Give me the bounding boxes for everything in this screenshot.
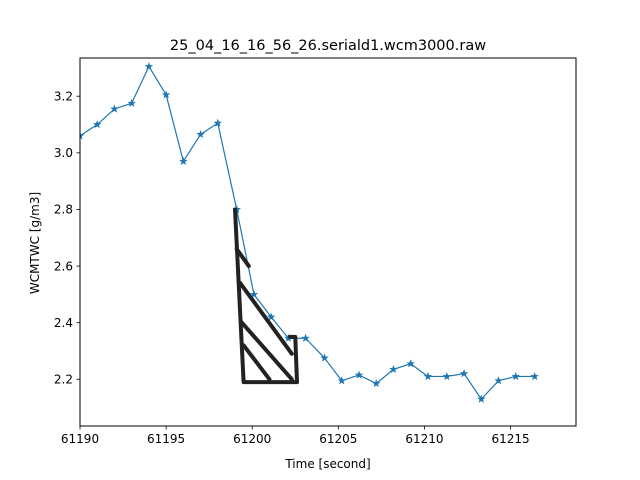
data-point [144, 62, 154, 71]
x-tick-label: 61215 [491, 432, 529, 446]
data-point [406, 359, 415, 368]
y-tick-label: 3.2 [54, 90, 73, 104]
data-point [179, 156, 188, 165]
data-point [320, 353, 329, 362]
data-point [354, 370, 364, 379]
data-point [161, 90, 171, 99]
data-point [477, 394, 486, 403]
data-point [459, 369, 469, 378]
data-point [110, 104, 119, 113]
annotation-stroke [241, 343, 272, 382]
data-point [249, 289, 259, 298]
data-point [80, 131, 85, 140]
annotation-stroke [233, 207, 299, 385]
y-tick-label: 3.0 [54, 146, 73, 160]
x-tick-label: 61200 [233, 432, 271, 446]
data-point [301, 333, 310, 342]
annotation-stroke [239, 320, 294, 382]
annotation-stroke [238, 281, 294, 356]
data-point [213, 118, 223, 127]
data-point [511, 371, 520, 381]
data-point [442, 371, 452, 381]
plot-area: 61190 61195 61200 61205 61210 61215 2.2 2.4 2.6 2… [54, 57, 577, 446]
x-tick-label: 61190 [61, 432, 99, 446]
y-tick-label: 2.4 [54, 316, 73, 330]
annotation-stroke [234, 247, 251, 269]
data-point [337, 376, 347, 385]
x-tick-label: 61195 [147, 432, 185, 446]
x-tick-label: 61210 [405, 432, 443, 446]
data-point [389, 364, 398, 374]
chart-title: 25_04_16_16_56_26.seriald1.wcm3000.raw [170, 38, 486, 54]
data-point [92, 120, 102, 129]
x-axis-label: Time [second] [284, 457, 370, 471]
x-tick-label: 61205 [319, 432, 357, 446]
y-tick-label: 2.6 [54, 259, 73, 273]
data-point [196, 129, 205, 139]
y-axis-label: WCMTWC [g/m3] [28, 192, 42, 294]
data-layer [80, 62, 539, 403]
y-tick-label: 2.8 [54, 203, 73, 217]
y-tick-label: 2.2 [54, 373, 73, 387]
data-point [423, 371, 433, 381]
data-point [371, 379, 381, 388]
axes-frame [79, 57, 577, 427]
data-point [530, 371, 539, 381]
data-point [266, 312, 276, 321]
data-point [127, 98, 136, 107]
data-point [494, 376, 503, 385]
